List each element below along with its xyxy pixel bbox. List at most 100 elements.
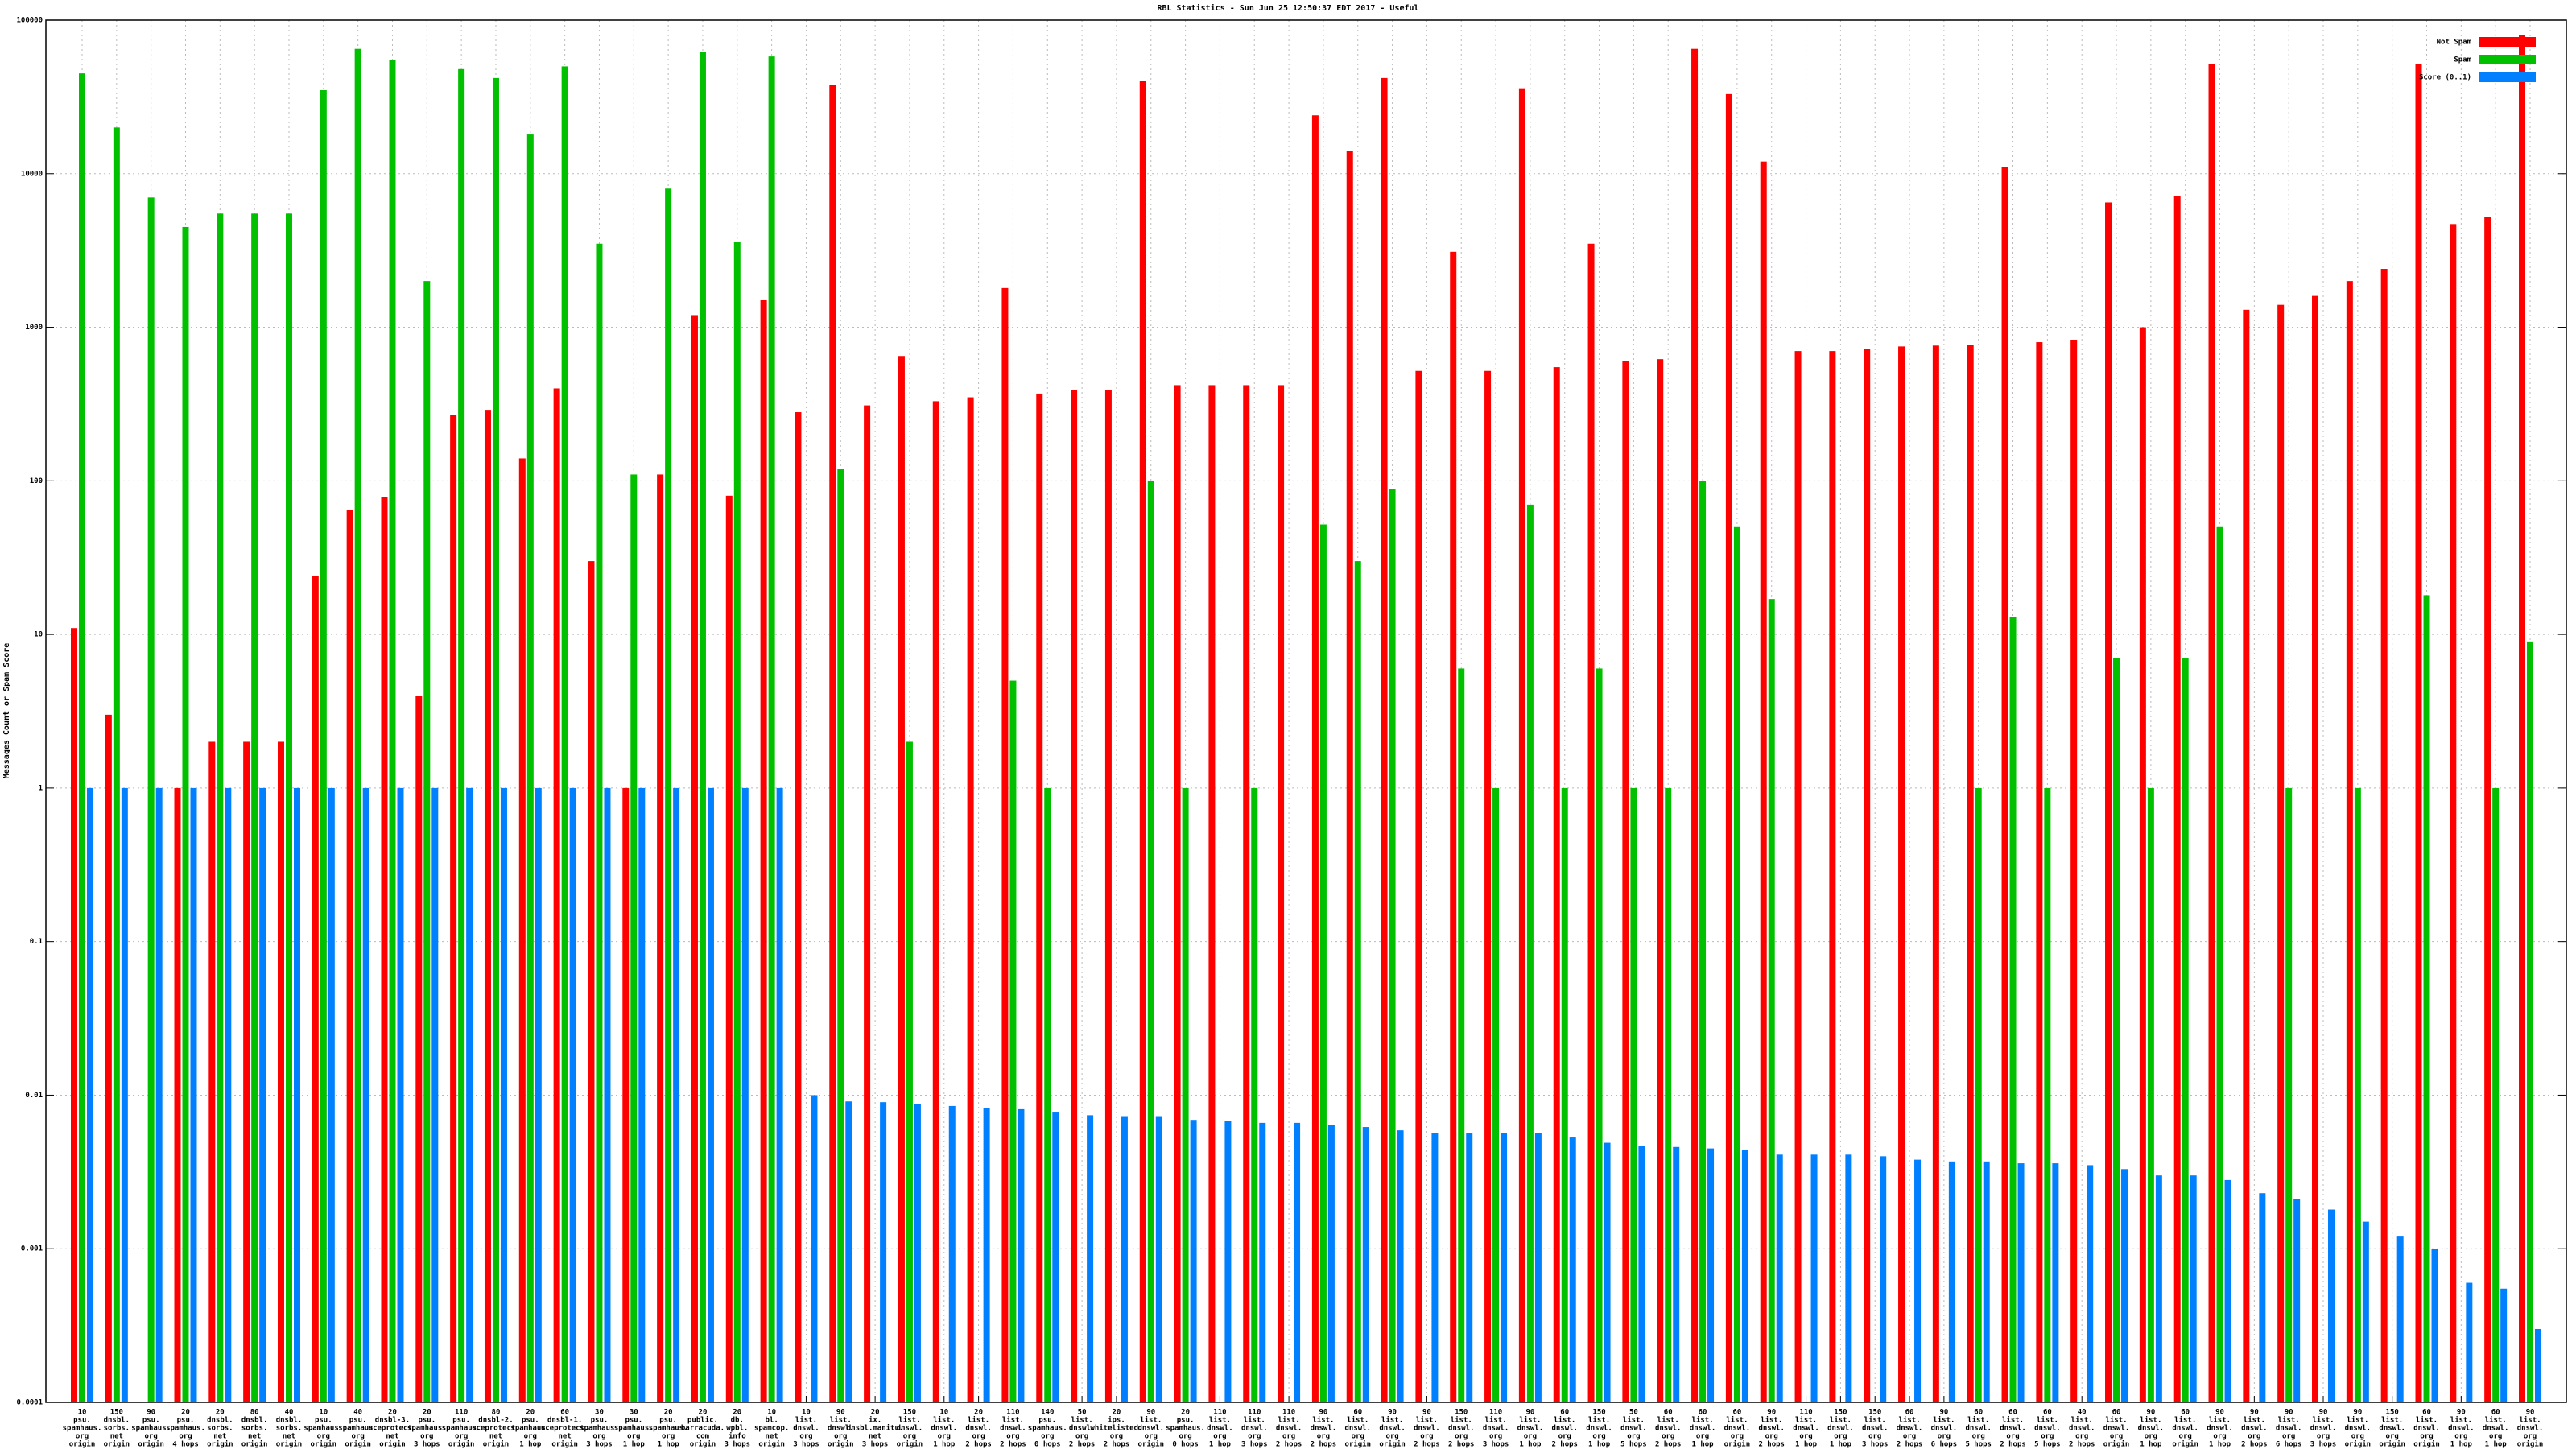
bar bbox=[811, 1095, 818, 1402]
x-tick-label: whitelisted. bbox=[1090, 1424, 1142, 1433]
x-tick-label: list. bbox=[795, 1416, 817, 1425]
bar bbox=[2484, 217, 2491, 1403]
x-tick-label: net bbox=[283, 1433, 295, 1441]
x-tick-label: origin bbox=[2517, 1440, 2544, 1449]
x-tick-label: 110 bbox=[1248, 1409, 1261, 1417]
x-tick-label: 10 bbox=[802, 1409, 811, 1417]
bar bbox=[2155, 1175, 2162, 1402]
x-tick-label: 90 bbox=[2215, 1409, 2224, 1417]
x-tick-label: dnswl. bbox=[1069, 1425, 1096, 1433]
bar bbox=[1604, 1142, 1611, 1402]
x-tick-label: 150 bbox=[1455, 1409, 1468, 1417]
x-tick-label: org bbox=[627, 1433, 640, 1441]
x-tick-label: 20 bbox=[388, 1409, 397, 1417]
bar bbox=[553, 388, 560, 1403]
bar bbox=[1009, 680, 1017, 1402]
bar bbox=[638, 787, 646, 1402]
x-tick-label: dnswl. bbox=[1414, 1425, 1440, 1433]
bar bbox=[312, 576, 319, 1403]
x-tick-label: com bbox=[696, 1433, 710, 1441]
bar bbox=[665, 188, 672, 1402]
x-tick-label: 3 hops bbox=[414, 1441, 440, 1449]
x-tick-label: list. bbox=[1864, 1416, 1886, 1425]
x-tick-label: uceprotect. bbox=[369, 1425, 417, 1433]
x-tick-label: dnswl. bbox=[1000, 1425, 1026, 1433]
x-tick-label: public. bbox=[687, 1416, 718, 1425]
x-tick-label: 90 bbox=[2319, 1409, 2328, 1417]
x-tick-label: org bbox=[1765, 1433, 1778, 1441]
bar bbox=[2052, 1163, 2059, 1402]
bar bbox=[492, 77, 499, 1403]
bar bbox=[251, 213, 258, 1403]
x-tick-label: org bbox=[1041, 1433, 1054, 1441]
x-tick-label: org bbox=[2006, 1433, 2019, 1441]
x-tick-label: 1 hop bbox=[2209, 1441, 2231, 1449]
x-tick-label: 110 bbox=[1213, 1409, 1226, 1417]
x-tick-label: list. bbox=[2485, 1416, 2507, 1425]
bar bbox=[596, 243, 603, 1402]
x-tick-label: list. bbox=[1209, 1416, 1231, 1425]
x-tick-label: org bbox=[1558, 1433, 1571, 1441]
bar bbox=[2243, 309, 2250, 1403]
x-tick-label: net bbox=[110, 1433, 123, 1441]
bar bbox=[1810, 1154, 1818, 1402]
bar bbox=[1466, 1133, 1473, 1402]
x-tick-label: 140 bbox=[1041, 1409, 1054, 1417]
y-tick-label: 100000 bbox=[16, 17, 43, 25]
x-tick-label: org bbox=[2454, 1433, 2467, 1441]
x-tick-label: list. bbox=[1416, 1416, 1438, 1425]
x-tick-label: 90 bbox=[1388, 1409, 1397, 1417]
x-tick-label: db. bbox=[731, 1417, 744, 1425]
bar bbox=[983, 1108, 990, 1402]
x-tick-label: sorbs. bbox=[242, 1425, 268, 1433]
x-tick-label: dnswl. bbox=[2034, 1425, 2061, 1433]
x-tick-label: origin bbox=[448, 1440, 475, 1449]
x-tick-label: 1 hop bbox=[2140, 1441, 2162, 1449]
x-tick-label: 2 hops bbox=[2000, 1441, 2026, 1449]
x-tick-label: 5 hops bbox=[1965, 1441, 1992, 1449]
bar bbox=[898, 356, 905, 1402]
x-tick-label: list. bbox=[1071, 1416, 1093, 1425]
x-tick-label: org bbox=[1731, 1433, 1744, 1441]
x-tick-label: dnswl. bbox=[1931, 1425, 1958, 1433]
bar bbox=[381, 497, 388, 1402]
bar bbox=[277, 741, 284, 1402]
bar bbox=[1596, 668, 1603, 1402]
x-tick-label: dnswl. bbox=[2000, 1425, 2026, 1433]
x-tick-label: list. bbox=[933, 1416, 955, 1425]
bar bbox=[2293, 1199, 2301, 1402]
x-tick-label: org bbox=[1868, 1433, 1881, 1441]
x-tick-label: dnswl. bbox=[2413, 1425, 2440, 1433]
x-tick-label: list. bbox=[2174, 1416, 2196, 1425]
y-tick-label: 100 bbox=[30, 477, 43, 485]
bar bbox=[588, 561, 595, 1403]
bar bbox=[431, 787, 439, 1402]
bar bbox=[1346, 151, 1353, 1403]
legend-label: Score (0..1) bbox=[2419, 74, 2471, 82]
x-tick-label: sorbs. bbox=[104, 1425, 130, 1433]
bar bbox=[2147, 787, 2154, 1402]
x-tick-label: list. bbox=[1554, 1416, 1575, 1425]
x-tick-label: list. bbox=[1726, 1416, 1748, 1425]
x-tick-label: 90 bbox=[2526, 1409, 2535, 1417]
x-tick-label: 150 bbox=[1834, 1409, 1847, 1417]
bar bbox=[1864, 349, 1871, 1403]
x-tick-label: 3 hops bbox=[1483, 1441, 1509, 1449]
x-tick-label: dnsbl. bbox=[104, 1417, 130, 1425]
x-tick-label: org bbox=[2145, 1433, 2157, 1441]
x-tick-label: 4 hops bbox=[172, 1441, 199, 1449]
x-tick-label: 2 hops bbox=[1551, 1441, 1578, 1449]
x-tick-label: 1 hop bbox=[1830, 1441, 1852, 1449]
x-tick-label: net bbox=[386, 1433, 398, 1441]
x-tick-label: list. bbox=[1933, 1416, 1955, 1425]
x-tick-label: 150 bbox=[1592, 1409, 1605, 1417]
bar bbox=[1052, 1112, 1059, 1402]
y-tick-label: 10000 bbox=[21, 170, 43, 178]
x-tick-label: dnswl. bbox=[2483, 1425, 2509, 1433]
bar bbox=[121, 787, 128, 1402]
bar bbox=[1311, 115, 1319, 1402]
x-tick-label: list. bbox=[2347, 1416, 2368, 1425]
legend-swatch bbox=[2479, 55, 2536, 64]
x-tick-label: 30 bbox=[630, 1409, 638, 1417]
x-tick-label: org bbox=[972, 1433, 985, 1441]
